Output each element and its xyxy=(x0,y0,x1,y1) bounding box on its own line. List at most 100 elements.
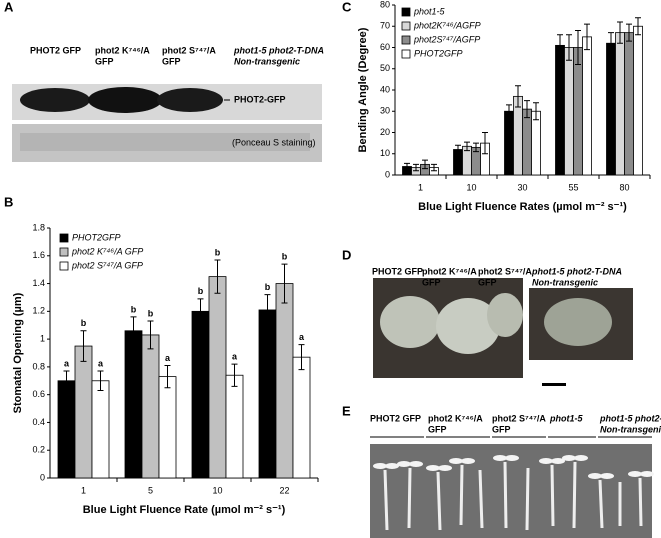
y-tick-label: 0.6 xyxy=(32,389,45,399)
error-bar xyxy=(482,132,488,155)
bar xyxy=(522,108,532,176)
y-tick-label: 30 xyxy=(380,106,390,116)
y-tick-label: 1.6 xyxy=(32,250,45,260)
scale-bar xyxy=(542,383,566,386)
bar xyxy=(633,25,643,176)
lane-label: phot1-5 phot2-T-DNA xyxy=(599,413,661,423)
legend-label: phot2 K⁷⁴⁶/A GFP xyxy=(71,246,143,256)
error-bar xyxy=(97,370,104,391)
error-bar xyxy=(515,85,521,108)
lane-label: phot2 S⁷⁴⁷/A xyxy=(492,413,546,423)
legend-swatch xyxy=(59,247,69,257)
y-tick-label: 60 xyxy=(380,42,390,52)
band xyxy=(20,88,90,112)
error-bar xyxy=(147,320,154,350)
bar xyxy=(74,345,93,479)
y-tick-label: 70 xyxy=(380,21,390,31)
x-tick-label: 1 xyxy=(81,485,86,495)
error-bar xyxy=(130,316,137,346)
lane-label: GFP xyxy=(162,56,181,66)
band xyxy=(88,87,162,113)
panel-label: B xyxy=(4,194,13,209)
bar xyxy=(191,310,210,479)
error-bar xyxy=(264,294,271,326)
legend-label: PHOT2GFP xyxy=(72,232,121,242)
plant xyxy=(436,298,500,354)
x-axis-title: Blue Light Fluence Rate (µmol m⁻² s⁻¹) xyxy=(83,504,286,516)
significance-letter: a xyxy=(299,332,305,342)
y-tick-label: 80 xyxy=(380,0,390,9)
error-bar xyxy=(575,30,581,65)
error-bar xyxy=(464,141,470,152)
lane-label: GFP xyxy=(478,277,497,287)
significance-letter: b xyxy=(215,247,221,257)
significance-letter: b xyxy=(265,282,271,292)
significance-letter: b xyxy=(282,251,288,261)
cotyledons xyxy=(373,455,654,479)
y-tick-label: 0.2 xyxy=(32,445,45,455)
lane-label: PHOT2 GFP xyxy=(30,45,81,55)
y-tick-label: 0 xyxy=(385,169,390,179)
significance-letter: b xyxy=(198,286,204,296)
error-bar xyxy=(584,23,590,51)
lane-label: GFP xyxy=(95,56,114,66)
significance-letter: a xyxy=(98,358,104,368)
error-bar xyxy=(164,365,171,389)
y-axis-title: Bending Angle (Degree) xyxy=(357,27,369,152)
legend-swatch xyxy=(59,233,69,243)
error-bar xyxy=(298,344,305,371)
bar xyxy=(208,276,227,479)
error-bar xyxy=(63,370,70,391)
plant xyxy=(544,298,612,346)
significance-letter: b xyxy=(131,304,137,314)
bar xyxy=(504,110,514,176)
legend-swatch xyxy=(59,261,69,271)
bar xyxy=(624,32,634,176)
error-bar xyxy=(422,159,428,170)
y-tick-label: 10 xyxy=(380,148,390,158)
bar xyxy=(124,330,143,479)
lane-label: GFP xyxy=(428,424,447,434)
legend-label: PHOT2GFP xyxy=(414,48,463,58)
y-tick-label: 20 xyxy=(380,127,390,137)
y-tick-label: 1.2 xyxy=(32,306,45,316)
legend-label: phot2K⁷⁴⁶/AGFP xyxy=(413,20,481,30)
y-axis-title: Stomatal Opening (µm) xyxy=(12,292,24,413)
significance-letter: a xyxy=(64,358,70,368)
band xyxy=(157,88,223,112)
ponceau-band xyxy=(20,133,310,151)
legend-swatch xyxy=(401,21,411,31)
error-bar xyxy=(608,32,614,55)
y-tick-label: 1.4 xyxy=(32,278,45,288)
error-bar xyxy=(533,102,539,121)
lane-label: phot1-5 phot2-T-DNA xyxy=(531,266,622,276)
error-bar xyxy=(214,259,221,294)
bar xyxy=(564,47,574,176)
error-bar xyxy=(626,23,632,42)
bar xyxy=(615,32,625,176)
error-bar xyxy=(404,162,410,171)
x-tick-label: 10 xyxy=(212,485,222,495)
bar xyxy=(275,283,294,479)
error-bar xyxy=(473,142,479,153)
error-bar xyxy=(617,21,623,44)
error-bar xyxy=(231,363,238,387)
lane-label: Non-transgenic xyxy=(532,277,598,287)
lane-label: PHOT2 GFP xyxy=(370,413,421,423)
error-bar xyxy=(413,163,419,172)
x-tick-label: 1 xyxy=(418,182,423,192)
panel-label: D xyxy=(342,247,351,262)
panel-label: A xyxy=(4,0,14,14)
y-tick-label: 0.4 xyxy=(32,417,45,427)
significance-letter: a xyxy=(232,351,238,361)
bar xyxy=(531,110,541,176)
error-bar xyxy=(431,163,437,172)
y-tick-label: 50 xyxy=(380,63,390,73)
legend-swatch xyxy=(401,7,411,17)
plant xyxy=(380,296,440,348)
legend-label: phot1-5 xyxy=(413,6,446,16)
lane-label: phot1-5 phot2-T-DNA xyxy=(233,45,324,55)
bar xyxy=(57,380,76,479)
lane-label: Non-transgenic xyxy=(600,424,661,434)
